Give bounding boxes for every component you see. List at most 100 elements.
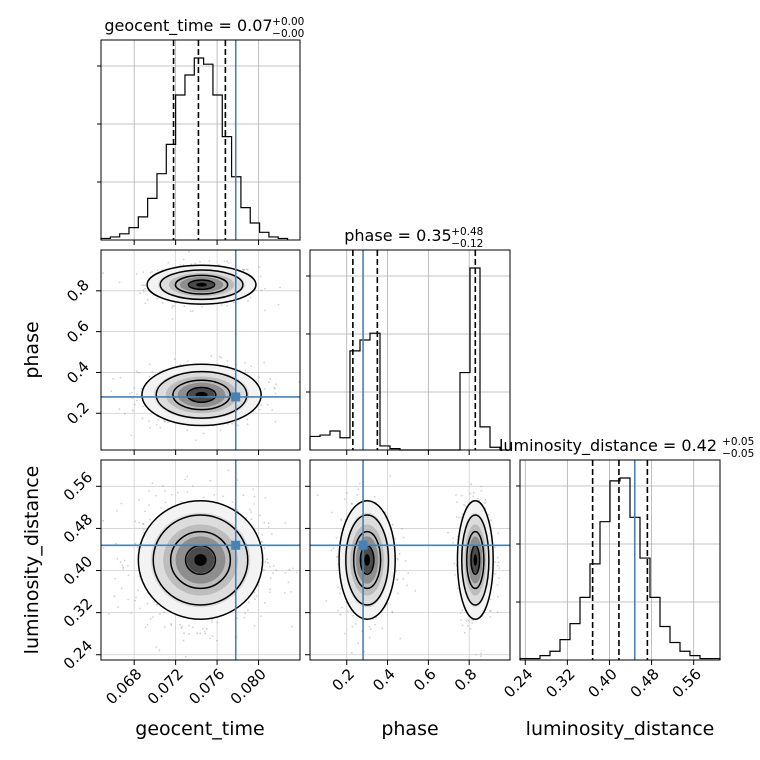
scatter-point: [356, 494, 359, 496]
scatter-point: [459, 612, 462, 614]
y-tick-label-phase: 0.6: [63, 317, 93, 347]
scatter-point: [406, 584, 408, 587]
grid-lines: [97, 40, 300, 240]
scatter-point: [136, 546, 139, 548]
scatter-point: [223, 260, 226, 263]
contour-line: [174, 274, 229, 295]
scatter-point: [191, 310, 194, 312]
scatter-point: [345, 491, 348, 494]
scatter-point: [196, 632, 199, 635]
scatter-point: [260, 541, 263, 543]
scatter-point: [135, 596, 137, 599]
scatter-point: [253, 625, 256, 627]
scatter-point: [226, 304, 229, 307]
scatter-point: [184, 478, 187, 481]
scatter-point: [490, 609, 492, 612]
scatter-point: [344, 632, 346, 635]
scatter-point: [210, 355, 213, 357]
scatter-point: [170, 623, 173, 625]
scatter-point: [253, 495, 256, 498]
scatter-point: [480, 655, 482, 658]
scatter-point: [272, 565, 275, 567]
scatter-point: [269, 588, 271, 591]
scatter-point: [452, 537, 455, 539]
scatter-point: [173, 305, 176, 307]
scatter-point: [182, 258, 185, 261]
scatter-point: [120, 587, 123, 590]
scatter-point: [227, 261, 230, 264]
scatter-point: [496, 564, 499, 567]
panel-title-phase: phase = 0.35 +0.48−0.12: [344, 226, 483, 250]
scatter-point: [102, 547, 105, 549]
scatter-point: [142, 531, 145, 534]
scatter-point: [191, 626, 194, 629]
scatter-point: [277, 303, 280, 306]
scatter-point: [242, 269, 245, 271]
scatter-point: [108, 612, 110, 615]
scatter-point: [190, 263, 193, 266]
scatter-point: [498, 567, 501, 569]
scatter-point: [261, 533, 264, 536]
y-tick-label-luminosity_distance: 0.40: [60, 552, 96, 588]
title-plus: +0.00: [272, 16, 304, 28]
scatter-point: [397, 558, 399, 561]
scatter-point: [144, 284, 147, 287]
scatter-point: [216, 639, 218, 642]
scatter-point: [171, 318, 174, 320]
scatter-point: [159, 613, 161, 615]
scatter-point: [188, 624, 191, 627]
scatter-point: [397, 592, 399, 595]
scatter-point: [180, 627, 183, 629]
scatter-point: [161, 485, 164, 487]
scatter-point: [142, 523, 145, 526]
scatter-point: [194, 439, 197, 442]
scatter-point: [351, 625, 354, 628]
scatter-point: [338, 592, 341, 595]
scatter-point: [179, 624, 181, 626]
scatter-point: [484, 502, 486, 505]
scatter-point: [138, 498, 140, 501]
scatter-point: [131, 397, 134, 400]
scatter-point: [494, 573, 497, 575]
contour-line: [187, 279, 216, 291]
scatter-point: [156, 297, 159, 300]
x-tick-label-phase: 0.2: [328, 665, 358, 695]
scatter-point: [455, 494, 457, 496]
scatter-point: [220, 356, 223, 359]
scatter-point: [155, 424, 158, 426]
scatter-point: [164, 490, 167, 492]
scatter-point: [453, 562, 456, 565]
scatter-point: [128, 392, 131, 395]
scatter-point: [259, 275, 262, 278]
scatter-point: [271, 409, 274, 411]
scatter-point: [244, 361, 247, 364]
scatter-point: [269, 378, 272, 380]
panel-frame: [100, 249, 301, 451]
scatter-point: [208, 260, 211, 263]
scatter-point: [460, 619, 463, 621]
scatter-point: [131, 409, 134, 412]
scatter-point: [250, 518, 253, 520]
scatter-point: [489, 610, 491, 612]
contour-line: [152, 514, 249, 606]
scatter-point: [264, 309, 267, 312]
scatter-point: [335, 556, 338, 559]
scatter-point: [118, 281, 121, 284]
scatter-point: [404, 560, 407, 562]
scatter-point: [270, 533, 273, 535]
scatter-point: [146, 298, 149, 301]
scatter-point: [167, 261, 170, 264]
scatter-point: [144, 510, 146, 513]
panel-luminosity_distance-vs-geocent_time: [100, 459, 301, 661]
scatter-point: [264, 388, 266, 390]
scatter-point: [159, 426, 162, 429]
scatter-point: [237, 424, 239, 427]
x-tick-label-phase: 0.6: [410, 665, 440, 695]
scatter-point: [391, 523, 394, 526]
scatter-point: [133, 403, 136, 406]
scatter-point: [496, 611, 499, 614]
scatter-point: [209, 637, 212, 640]
scatter-point: [116, 557, 119, 560]
y-axis-label-luminosity_distance: luminosity_distance: [21, 466, 43, 655]
